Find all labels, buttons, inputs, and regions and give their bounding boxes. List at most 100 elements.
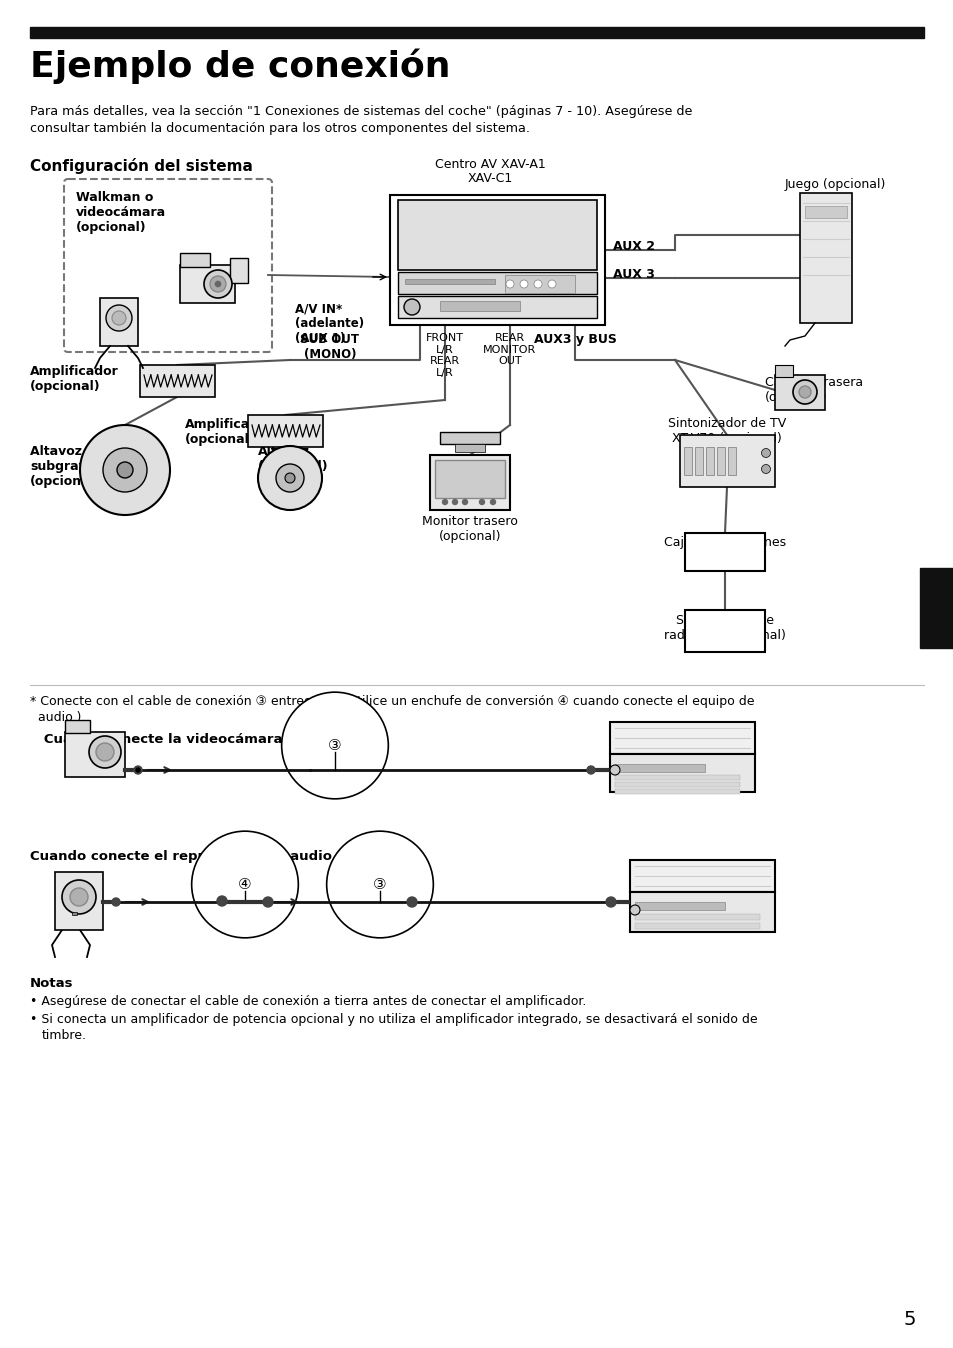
Bar (705, 448, 713, 474)
Circle shape (403, 299, 419, 315)
Circle shape (275, 464, 304, 492)
Text: Cuando conecte el reproductor de audio: Cuando conecte el reproductor de audio (30, 851, 332, 863)
Bar (65, 732, 125, 776)
Bar (635, 914, 760, 919)
Text: Cámara trasera
(opcional): Cámara trasera (opcional) (764, 376, 862, 404)
Bar (100, 298, 138, 346)
Circle shape (112, 311, 126, 325)
Circle shape (70, 888, 88, 906)
Circle shape (136, 768, 140, 772)
Circle shape (210, 276, 226, 293)
Bar (615, 789, 740, 794)
Text: Altavoz
(opcional): Altavoz (opcional) (257, 445, 328, 473)
Text: Para más detalles, vea la sección "1 Conexiones de sistemas del coche" (páginas : Para más detalles, vea la sección "1 Con… (30, 105, 692, 135)
Circle shape (586, 766, 595, 774)
Circle shape (519, 280, 527, 288)
Text: Ejemplo de conexión: Ejemplo de conexión (30, 49, 450, 84)
Circle shape (760, 449, 770, 457)
Circle shape (605, 896, 616, 907)
Bar (695, 448, 702, 474)
Bar (609, 723, 754, 754)
Text: Sintonizador de
radio XM (opcional): Sintonizador de radio XM (opcional) (663, 613, 785, 642)
Circle shape (106, 305, 132, 332)
Text: ③: ③ (373, 878, 386, 892)
Circle shape (609, 766, 619, 775)
Circle shape (760, 465, 770, 473)
Bar (30, 27, 923, 38)
Bar (679, 435, 774, 487)
Circle shape (490, 500, 495, 504)
Text: Amplificador
(opcional): Amplificador (opcional) (30, 365, 118, 394)
Circle shape (462, 500, 467, 504)
Bar (684, 611, 764, 652)
Bar (397, 297, 597, 318)
Circle shape (629, 905, 639, 915)
Text: Walkman o
videocámara
(opcional): Walkman o videocámara (opcional) (76, 191, 166, 235)
Text: XAV-C1: XAV-C1 (467, 173, 512, 185)
Circle shape (799, 386, 810, 398)
Bar (609, 754, 754, 793)
Text: Centro AV XAV-A1: Centro AV XAV-A1 (435, 158, 545, 171)
Bar (727, 448, 735, 474)
Text: 5: 5 (902, 1310, 915, 1329)
Circle shape (133, 766, 142, 774)
Bar (629, 892, 774, 931)
Text: AUX 3: AUX 3 (613, 268, 654, 282)
Bar (71, 913, 77, 915)
Circle shape (117, 462, 132, 479)
Text: Altavoz de
subgraves
(opcional): Altavoz de subgraves (opcional) (30, 445, 104, 488)
Circle shape (214, 280, 221, 287)
Circle shape (547, 280, 556, 288)
Bar (629, 860, 774, 892)
Text: Cuando conecte la videocámara: Cuando conecte la videocámara (30, 733, 282, 745)
Circle shape (285, 473, 294, 483)
Bar (919, 568, 953, 648)
Bar (430, 456, 510, 510)
Circle shape (89, 736, 121, 768)
Circle shape (505, 280, 514, 288)
Bar (684, 532, 764, 572)
Text: ④: ④ (238, 878, 252, 892)
Circle shape (534, 280, 541, 288)
Bar (635, 923, 760, 929)
Bar (439, 431, 499, 443)
Circle shape (452, 500, 457, 504)
Bar (774, 375, 824, 410)
Bar (55, 872, 103, 930)
Bar (439, 301, 519, 311)
Bar (180, 253, 210, 267)
Bar (65, 720, 90, 733)
Circle shape (96, 743, 113, 762)
Text: A/V IN*
(adelante)
(AUX 1): A/V IN* (adelante) (AUX 1) (294, 302, 364, 345)
Bar (717, 448, 724, 474)
Bar (397, 200, 597, 270)
Bar (390, 195, 604, 325)
Bar (180, 266, 234, 303)
Circle shape (442, 500, 447, 504)
Circle shape (80, 425, 170, 515)
Bar (504, 275, 575, 293)
Bar (774, 365, 792, 377)
Bar (615, 764, 704, 772)
Bar (804, 206, 846, 218)
Circle shape (263, 896, 273, 907)
Bar (230, 257, 248, 283)
Text: Notas: Notas (30, 977, 73, 989)
Bar (615, 782, 740, 787)
Bar (405, 279, 495, 284)
Bar (635, 902, 724, 910)
Text: Monitor trasero
(opcional): Monitor trasero (opcional) (421, 515, 517, 543)
Circle shape (407, 896, 416, 907)
Text: Juego (opcional): Juego (opcional) (784, 178, 885, 191)
Bar (248, 415, 323, 448)
Circle shape (479, 500, 484, 504)
Text: SUB OUT
(MONO): SUB OUT (MONO) (300, 333, 359, 361)
Circle shape (103, 448, 147, 492)
Text: Caja de conexiones
XA-123: Caja de conexiones XA-123 (663, 537, 785, 563)
Text: FRONT
L/R
REAR
L/R: FRONT L/R REAR L/R (426, 333, 463, 377)
Text: REAR
MONITOR
OUT: REAR MONITOR OUT (483, 333, 536, 367)
Circle shape (792, 380, 816, 404)
Text: • Si conecta un amplificador de potencia opcional y no utiliza el amplificador i: • Si conecta un amplificador de potencia… (30, 1012, 757, 1026)
Text: AUX 2: AUX 2 (613, 240, 655, 253)
Text: * Conecte con el cable de conexión ③ entregado. (Utilice un enchufe de conversió: * Conecte con el cable de conexión ③ ent… (30, 696, 754, 708)
